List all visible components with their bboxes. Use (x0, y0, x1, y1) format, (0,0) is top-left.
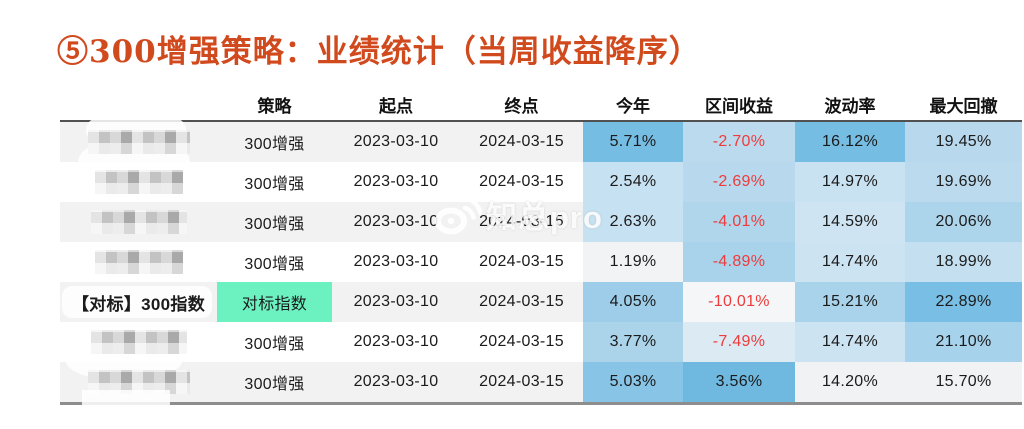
table-row: 300增强 2023-03-10 2024-03-15 5.03% 3.56% 14.20… (60, 362, 1022, 402)
header-ytd: 今年 (616, 96, 650, 116)
cell-name (60, 122, 217, 162)
cell-start: 2023-03-10 (353, 333, 439, 350)
cell-max-drawdown: 15.70% (905, 362, 1022, 402)
table-row: 300增强 2023-03-10 2024-03-15 1.19% -4.89% 14.7… (60, 242, 1022, 282)
page-title: ⑤300增强策略：业绩统计（当周收益降序） (57, 34, 701, 70)
cell-ytd: 1.19% (583, 242, 683, 282)
cell-strategy: 对标指数 (217, 282, 332, 322)
cell-interval-return: -7.49% (683, 322, 795, 362)
eraser-smudge (62, 286, 212, 318)
cell-end: 2024-03-15 (479, 293, 564, 310)
redacted-name-mosaic (90, 210, 187, 234)
cell-name (60, 202, 217, 242)
header-start: 起点 (379, 96, 413, 116)
cell-interval-return: -10.01% (683, 282, 795, 322)
header-max-drawdown: 最大回撤 (929, 96, 998, 116)
cell-strategy: 300增强 (244, 376, 305, 393)
cell-max-drawdown: 18.99% (905, 242, 1022, 282)
header-interval-return: 区间收益 (705, 96, 773, 116)
cell-volatility: 14.20% (795, 362, 905, 402)
table-row: 300增强 2023-03-10 2024-03-15 2.54% -2.69% 14.9… (60, 162, 1022, 202)
table-header-row: 策略 起点 终点 今年 区间收益 波动率 最大回撤 (60, 88, 1022, 122)
cell-ytd: 5.71% (583, 122, 683, 162)
cell-volatility: 15.21% (795, 282, 905, 322)
cell-start: 2023-03-10 (353, 133, 439, 150)
cell-interval-return: -4.01% (683, 202, 795, 242)
cell-ytd: 5.03% (583, 362, 683, 402)
table-body: 300增强 2023-03-10 2024-03-15 5.71% -2.70% 16.1… (60, 122, 1022, 402)
header-strategy: 策略 (257, 96, 292, 116)
cell-ytd: 2.54% (583, 162, 683, 202)
cell-max-drawdown: 22.89% (905, 282, 1022, 322)
cell-end: 2024-03-15 (479, 373, 564, 390)
eraser-smudge (82, 390, 170, 424)
header-name (60, 88, 217, 120)
cell-ytd: 3.77% (583, 322, 683, 362)
cell-start: 2023-03-10 (353, 293, 439, 310)
table-row: 300增强 2023-03-10 2024-03-15 2.63% -4.01% 14.5… (60, 202, 1022, 242)
cell-volatility: 14.59% (795, 202, 905, 242)
redacted-name-mosaic (90, 330, 187, 354)
cell-interval-return: -2.70% (683, 122, 795, 162)
cell-end: 2024-03-15 (479, 173, 564, 190)
cell-max-drawdown: 19.69% (905, 162, 1022, 202)
header-volatility: 波动率 (824, 96, 876, 116)
table-row: 【对标】300指数 对标指数 2023-03-10 2024-03-15 4.05% -1… (60, 282, 1022, 322)
cell-start: 2023-03-10 (353, 253, 439, 270)
header-end: 终点 (504, 96, 539, 116)
cell-start: 2023-03-10 (353, 213, 439, 230)
cell-name (60, 162, 217, 202)
table-row: 300增强 2023-03-10 2024-03-15 3.77% -7.49% 14.7… (60, 322, 1022, 362)
cell-name (60, 322, 217, 362)
redacted-name-mosaic (87, 130, 190, 154)
cell-name: 【对标】300指数 (71, 294, 206, 314)
cell-volatility: 14.74% (795, 242, 905, 282)
cell-start: 2023-03-10 (353, 173, 439, 190)
performance-table: 策略 起点 终点 今年 区间收益 波动率 最大回撤 300增强 2023-03-1… (60, 88, 1022, 405)
cell-strategy: 300增强 (244, 136, 305, 153)
cell-interval-return: -4.89% (683, 242, 795, 282)
redacted-name-mosaic (94, 170, 183, 194)
cell-volatility: 14.74% (795, 322, 905, 362)
table-row: 300增强 2023-03-10 2024-03-15 5.71% -2.70% 16.1… (60, 122, 1022, 162)
cell-volatility: 16.12% (795, 122, 905, 162)
cell-interval-return: -2.69% (683, 162, 795, 202)
cell-volatility: 14.97% (795, 162, 905, 202)
cell-name (60, 242, 217, 282)
cell-interval-return: 3.56% (683, 362, 795, 402)
cell-max-drawdown: 21.10% (905, 322, 1022, 362)
cell-ytd: 2.63% (583, 202, 683, 242)
cell-strategy: 300增强 (244, 256, 305, 273)
cell-end: 2024-03-15 (479, 333, 564, 350)
cell-end: 2024-03-15 (479, 253, 564, 270)
cell-end: 2024-03-15 (479, 133, 564, 150)
cell-start: 2023-03-10 (353, 373, 439, 390)
cell-strategy: 300增强 (244, 216, 305, 233)
cell-max-drawdown: 19.45% (905, 122, 1022, 162)
redacted-name-mosaic (94, 250, 183, 274)
cell-ytd: 4.05% (583, 282, 683, 322)
cell-end: 2024-03-15 (479, 213, 564, 230)
cell-max-drawdown: 20.06% (905, 202, 1022, 242)
cell-strategy: 300增强 (244, 336, 305, 353)
cell-strategy: 300增强 (244, 176, 305, 193)
